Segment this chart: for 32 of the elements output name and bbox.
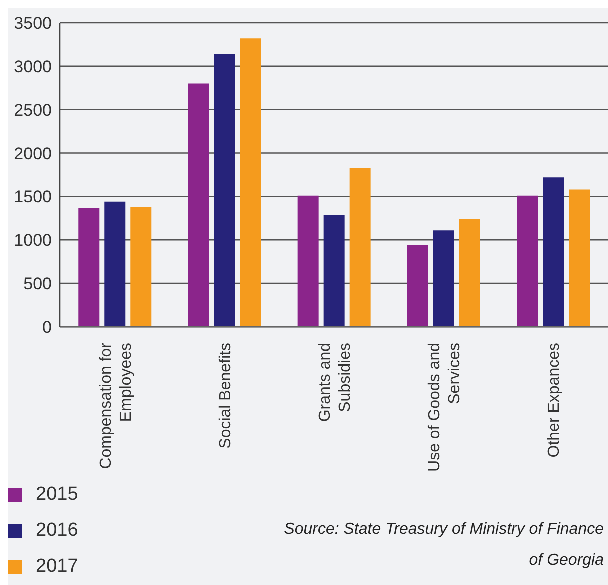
y-tick-label: 1500: [14, 188, 52, 207]
legend-label: 2015: [36, 484, 78, 506]
bar: [350, 168, 371, 327]
y-tick-label: 3500: [14, 14, 52, 34]
y-tick-label: 2000: [14, 144, 52, 164]
bar: [569, 190, 590, 327]
bar: [298, 196, 319, 327]
source-note: Source: State Treasury of Ministry of Finance of Georgia: [283, 520, 604, 571]
bar: [324, 214, 345, 327]
bar: [407, 245, 428, 327]
x-tick-label: Social Benefits: [217, 343, 234, 449]
x-tick-label: Other Expances: [546, 343, 564, 458]
legend-label: 2017: [36, 556, 78, 578]
bar: [517, 196, 538, 327]
bar: [214, 54, 236, 327]
y-tick-label: 3000: [14, 57, 52, 76]
bar: [130, 207, 152, 327]
bar: [459, 219, 480, 327]
bar: [188, 84, 210, 327]
bar: [78, 208, 100, 327]
y-tick-label: 1000: [14, 231, 52, 250]
bar: [240, 38, 262, 327]
x-tick-label: Compensation for Employees: [98, 342, 135, 470]
bar: [433, 230, 454, 327]
y-tick-label: 0: [42, 318, 52, 338]
x-tick-label: Use of Goods and Services: [426, 343, 464, 472]
bar: [543, 178, 564, 327]
x-tick-label: Grants and Subsidies: [317, 343, 354, 422]
bar: [104, 202, 126, 327]
legend-label: 2016: [36, 520, 78, 542]
y-tick-label: 500: [24, 274, 52, 294]
y-tick-label: 2500: [14, 100, 52, 120]
